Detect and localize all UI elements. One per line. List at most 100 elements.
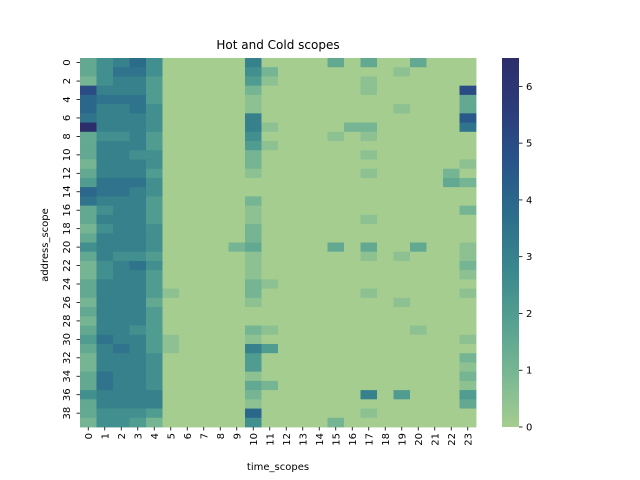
heatmap-cell <box>459 270 477 280</box>
heatmap-cell <box>443 242 460 253</box>
heatmap-cell <box>294 113 312 123</box>
heatmap-cell <box>228 380 246 391</box>
heatmap-cell <box>459 122 477 133</box>
heatmap-cell <box>410 159 427 170</box>
heatmap-cell <box>129 325 147 336</box>
heatmap-cell <box>393 380 411 391</box>
heatmap-cell <box>360 362 378 373</box>
heatmap-cell <box>360 233 378 243</box>
heatmap-cell <box>129 76 147 87</box>
heatmap-cell <box>410 362 427 373</box>
heatmap-cell <box>426 168 444 179</box>
heatmap-cell <box>96 76 114 87</box>
heatmap-cell <box>228 94 246 105</box>
heatmap-cell <box>294 417 312 428</box>
heatmap-cell <box>162 399 180 409</box>
heatmap-cell <box>327 94 345 105</box>
heatmap-cell <box>228 334 246 345</box>
heatmap-cell <box>212 177 229 188</box>
heatmap-cell <box>426 85 444 96</box>
heatmap-cell <box>146 297 163 308</box>
heatmap-cell <box>228 371 246 382</box>
heatmap-cell <box>459 104 477 114</box>
heatmap-cell <box>377 334 394 345</box>
heatmap-cell <box>212 104 229 114</box>
heatmap-cell <box>278 76 295 87</box>
heatmap-cell <box>195 85 213 96</box>
colorbar-tick-label: 6 <box>526 82 532 93</box>
heatmap-cell <box>80 224 97 234</box>
heatmap-cell <box>360 187 378 197</box>
heatmap-cell <box>162 417 180 428</box>
heatmap-cell <box>459 307 477 317</box>
heatmap-cell <box>212 362 229 373</box>
heatmap-cell <box>261 390 279 400</box>
heatmap-cell <box>294 150 312 160</box>
heatmap-cell <box>294 371 312 382</box>
heatmap-cell <box>294 380 312 391</box>
heatmap-cell <box>195 316 213 326</box>
heatmap-cell <box>344 242 361 253</box>
heatmap-cell <box>360 408 378 419</box>
heatmap-cell <box>459 233 477 243</box>
heatmap-cell <box>195 343 213 354</box>
heatmap-cell <box>377 307 394 317</box>
heatmap-cell <box>162 141 180 151</box>
heatmap-cell <box>393 297 411 308</box>
heatmap-cell <box>228 150 246 160</box>
heatmap-cell <box>443 196 460 207</box>
heatmap-cell <box>129 307 147 317</box>
heatmap-cell <box>195 104 213 114</box>
heatmap-cell <box>278 408 295 419</box>
heatmap-cell <box>377 242 394 253</box>
heatmap-cell <box>245 85 262 96</box>
heatmap-cell <box>410 177 427 188</box>
heatmap-cell <box>96 343 114 354</box>
heatmap-cell <box>113 214 130 225</box>
heatmap-cell <box>459 205 477 216</box>
heatmap-cell <box>294 260 312 271</box>
heatmap-cell <box>162 168 180 179</box>
heatmap-cell <box>96 58 114 68</box>
heatmap-cell <box>410 251 427 262</box>
heatmap-cell <box>294 104 312 114</box>
heatmap-cell <box>80 343 97 354</box>
heatmap-cell <box>426 214 444 225</box>
x-tick-label: 19 <box>397 433 408 446</box>
heatmap-cell <box>195 177 213 188</box>
heatmap-cell <box>179 297 196 308</box>
heatmap-cell <box>459 380 477 391</box>
heatmap-cell <box>113 362 130 373</box>
heatmap-cell <box>179 141 196 151</box>
heatmap-cell <box>393 288 411 299</box>
heatmap-cell <box>245 205 262 216</box>
heatmap-cell <box>261 224 279 234</box>
heatmap-cell <box>294 168 312 179</box>
heatmap-cell <box>327 113 345 123</box>
heatmap-cell <box>459 242 477 253</box>
heatmap-cell <box>179 94 196 105</box>
heatmap-cell <box>294 85 312 96</box>
heatmap-cell <box>96 353 114 363</box>
heatmap-cell <box>80 270 97 280</box>
x-tick-label: 21 <box>430 433 441 446</box>
heatmap-cell <box>377 122 394 133</box>
heatmap-cell <box>245 279 262 290</box>
heatmap-cell <box>311 279 328 290</box>
heatmap-cell <box>261 205 279 216</box>
heatmap-cell <box>459 67 477 77</box>
heatmap-cell <box>162 159 180 170</box>
heatmap-cell <box>245 251 262 262</box>
heatmap-cell <box>195 307 213 317</box>
heatmap-cell <box>113 104 130 114</box>
heatmap-cell <box>261 343 279 354</box>
heatmap-cell <box>96 214 114 225</box>
heatmap-cell <box>426 362 444 373</box>
heatmap-cell <box>360 76 378 87</box>
heatmap-cell <box>443 94 460 105</box>
heatmap-cell <box>146 371 163 382</box>
heatmap-cell <box>377 205 394 216</box>
heatmap-cell <box>327 224 345 234</box>
heatmap-cell <box>212 187 229 197</box>
